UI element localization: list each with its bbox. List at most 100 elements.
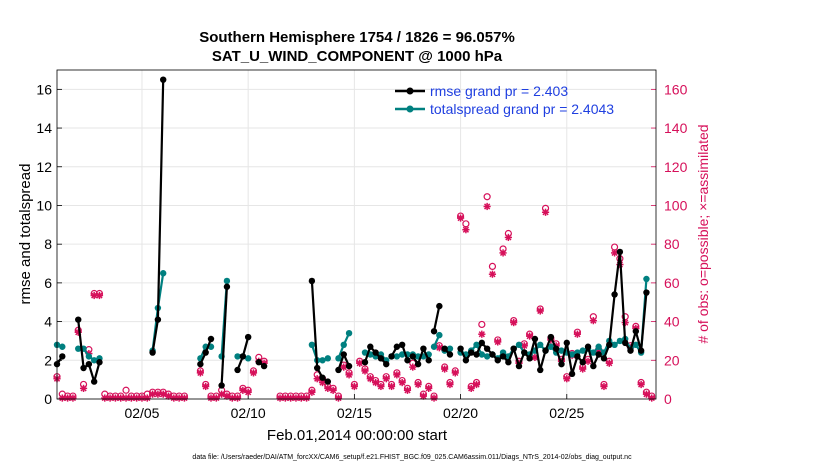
obs-assimilated-stroke — [324, 385, 331, 392]
x-tick-label: 02/20 — [443, 405, 478, 421]
obs-assimilated-stroke — [202, 383, 209, 390]
obs-assimilated-marker — [69, 394, 77, 402]
totalspread-point — [90, 357, 98, 364]
obs-assimilated-stroke — [579, 365, 586, 373]
totalspread-point — [611, 341, 618, 349]
rmse-point — [59, 353, 66, 360]
obs-assimilated-stroke — [112, 394, 119, 402]
rmse-point — [239, 353, 247, 360]
obs-assimilated-marker — [90, 291, 98, 300]
obs-assimilated-marker — [239, 386, 247, 394]
left-axis: 0 2 4 6 8 10 12 14 16 — [36, 81, 62, 407]
rmse-point — [154, 316, 162, 323]
chart-title: Southern Hemisphere 1754 / 1826 = 96.057… — [199, 29, 515, 46]
obs-assimilated-marker — [430, 394, 438, 402]
rmse-point — [441, 345, 448, 352]
obs-assimilated-marker — [329, 386, 337, 394]
obs-assimilated-marker — [202, 382, 210, 391]
obs-assimilated-marker — [648, 394, 656, 402]
chart-subtitle: SAT_U_WIND_COMPONENT @ 1000 hPa — [212, 48, 503, 65]
totalspread-point — [595, 343, 602, 350]
totalspread-point — [579, 347, 586, 354]
obs-assimilated-marker — [419, 392, 428, 400]
rmse-point — [457, 345, 464, 352]
obs-assimilated-marker — [244, 388, 252, 396]
series-lines — [53, 76, 650, 389]
obs-assimilated-marker — [350, 382, 358, 391]
rmse-point — [414, 360, 422, 368]
obs-assimilated-stroke — [287, 394, 294, 402]
y-tick-label-left: 2 — [44, 352, 52, 368]
obs-assimilated-stroke — [606, 360, 613, 367]
rmse-line — [432, 305, 441, 332]
y-tick-label-left: 14 — [36, 120, 52, 136]
obs-assimilated-marker — [122, 394, 130, 402]
obs-assimilated-stroke — [181, 394, 188, 402]
obs-assimilated-stroke — [388, 383, 395, 390]
obs-assimilated-stroke — [170, 394, 177, 402]
totalspread-point — [340, 341, 347, 349]
obs-assimilated-marker — [499, 249, 507, 257]
rmse-point — [579, 359, 586, 366]
totalspread-point — [319, 357, 326, 364]
obs-possible-marker — [122, 386, 130, 394]
y-tick-label-right: 60 — [664, 275, 680, 291]
obs-assimilated-stroke — [160, 391, 167, 398]
obs-assimilated-stroke — [489, 271, 496, 278]
obs-assimilated-marker — [382, 375, 390, 383]
obs-assimilated-stroke — [314, 375, 321, 382]
obs-assimilated-marker — [563, 375, 571, 383]
obs-assimilated-stroke — [356, 360, 363, 367]
obs-assimilated-stroke — [106, 394, 114, 402]
rmse-point — [542, 347, 549, 354]
rmse-line — [220, 286, 228, 386]
obs-assimilated-stroke — [229, 394, 236, 402]
obs-assimilated-stroke — [218, 391, 225, 398]
y-tick-label-left: 8 — [44, 236, 52, 252]
rmse-point — [324, 378, 332, 385]
obs-assimilated-marker — [334, 394, 343, 402]
obs-assimilated-stroke — [234, 394, 241, 402]
rmse-point — [234, 366, 241, 374]
obs-assimilated-marker — [372, 378, 380, 387]
obs-assimilated-marker — [377, 382, 385, 391]
obs-assimilated-stroke — [207, 394, 215, 402]
obs-possible-marker — [488, 262, 497, 270]
obs-assimilated-stroke — [383, 375, 390, 382]
rmse-point — [637, 347, 645, 354]
obs-assimilated-marker — [403, 386, 412, 394]
rmse-point — [361, 359, 369, 366]
rmse-point — [149, 349, 156, 356]
obs-assimilated-marker — [212, 394, 220, 402]
obs-assimilated-stroke — [393, 371, 400, 378]
totalspread-point — [590, 349, 597, 356]
obs-assimilated-marker — [180, 394, 189, 402]
rmse-point — [90, 378, 98, 385]
obs-possible-marker — [483, 193, 491, 201]
obs-assimilated-marker — [510, 318, 518, 327]
rmse-point — [600, 355, 608, 362]
rmse-point — [96, 359, 103, 366]
rmse-point — [531, 335, 539, 343]
rmse-point — [537, 366, 544, 374]
obs-assimilated-marker — [456, 214, 465, 222]
obs-assimilated-stroke — [367, 375, 374, 382]
rmse-point — [319, 374, 326, 381]
totalspread-point — [59, 343, 66, 350]
obs-assimilated-stroke — [441, 365, 448, 373]
totalspread-point — [473, 341, 480, 349]
obs-assimilated-marker — [366, 375, 374, 383]
obs-assimilated-stroke — [563, 375, 570, 382]
footer-data-file: data file: /Users/raeder/DAI/ATM_forcXX/… — [192, 454, 632, 461]
obs-assimilated-stroke — [292, 394, 300, 402]
x-axis-label: Feb.01,2014 00:00:00 start — [267, 427, 448, 444]
obs-assimilated-marker — [605, 359, 613, 367]
obs-assimilated-marker — [297, 394, 305, 402]
rmse-point — [632, 328, 640, 335]
obs-assimilated-marker — [425, 384, 433, 392]
rmse-point — [643, 289, 650, 296]
rmse-point — [606, 341, 613, 349]
obs-assimilated-stroke — [648, 394, 655, 402]
rmse-point — [574, 353, 581, 360]
rmse-point — [255, 359, 262, 366]
